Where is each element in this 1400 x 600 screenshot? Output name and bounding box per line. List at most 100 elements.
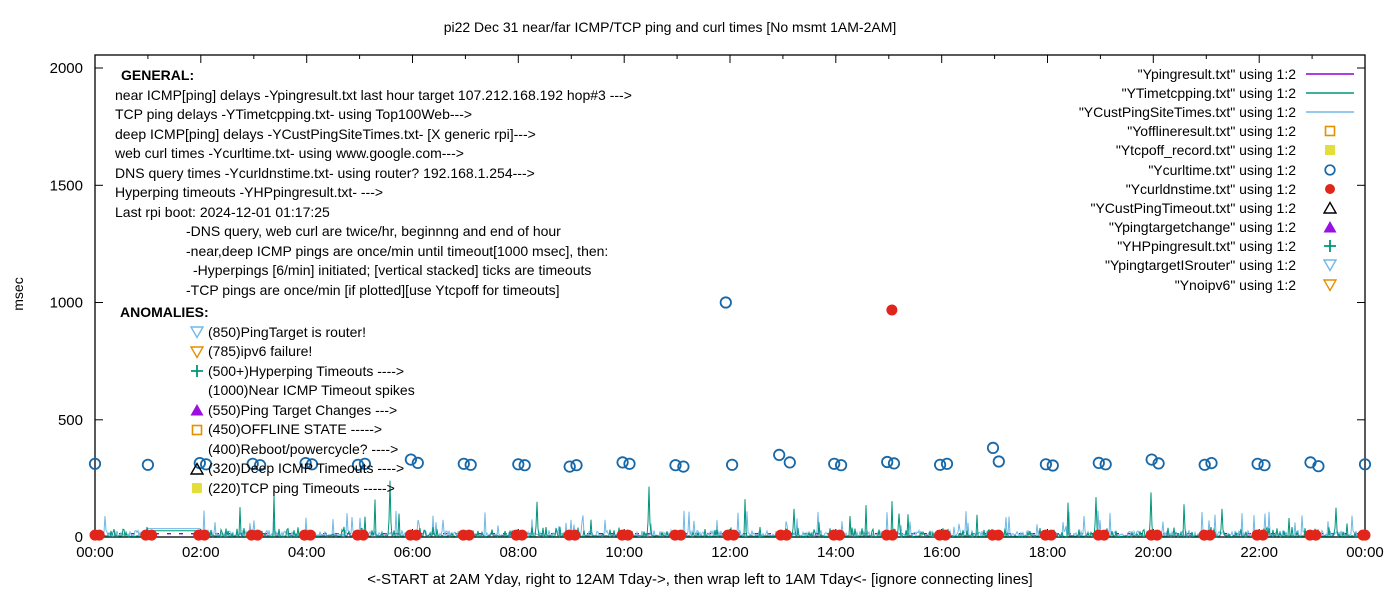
legend-row: "YpingtargetISrouter" using 1:2 [1079,256,1358,275]
anomaly-text: (220)TCP ping Timeouts -----> [208,479,395,496]
line-sample-icon [1306,111,1354,113]
anomaly-line: (500+)Hyperping Timeouts ----> [120,362,415,382]
x-tick-label: 10:00 [605,544,643,561]
anomaly-marker [190,481,208,495]
legend-sample [1302,200,1358,215]
anomaly-line: (1000)Near ICMP Timeout spikes [120,381,415,401]
open-triangle-icon [1323,200,1337,214]
legend-label: "Ypingresult.txt" using 1:2 [1137,65,1296,82]
general-line: Last rpi boot: 2024-12-01 01:17:25 [115,203,330,220]
legend-sample [1302,278,1358,292]
anomaly-line: (850)PingTarget is router! [120,323,415,343]
anomaly-marker [190,364,208,378]
anomalies-heading: ANOMALIES: [120,304,209,320]
general-line: TCP ping delays -YTimetcpping.txt- using… [115,106,473,122]
legend-label: "YHPpingresult.txt" using 1:2 [1117,238,1296,255]
x-tick-label: 20:00 [1135,544,1173,561]
x-tick-label: 00:00 [1346,544,1384,561]
anomaly-marker [190,345,208,359]
open-square-icon [1324,125,1336,137]
legend-row: "Yofflineresult.txt" using 1:2 [1079,122,1358,141]
general-line: web curl times -Ycurltime.txt- using www… [115,145,464,161]
general-heading: GENERAL: [121,67,195,83]
legend-sample [1302,143,1358,157]
legend-sample [1302,239,1358,253]
legend-label: "YCustPingTimeout.txt" using 1:2 [1090,199,1296,216]
legend-label: "Yofflineresult.txt" using 1:2 [1127,123,1296,140]
anomaly-text: (850)PingTarget is router! [208,323,366,340]
x-tick-label: 08:00 [500,544,538,561]
anomaly-marker [190,325,208,340]
x-axis-label: <-START at 2AM Yday, right to 12AM Tday-… [367,571,1033,588]
legend-row: "Ynoipv6" using 1:2 [1079,275,1358,294]
legend-sample [1302,124,1358,138]
legend-label: "Ypingtargetchange" using 1:2 [1108,219,1296,236]
x-tick-label: 16:00 [923,544,961,561]
general-line: -Hyperpings [6/min] initiated; [vertical… [193,262,592,278]
general-line: deep ICMP[ping] delays -YCustPingSiteTim… [115,125,536,142]
anomaly-text: (400)Reboot/powercycle? ----> [208,440,399,457]
general-text-block: GENERAL: near ICMP[ping] delays -Ypingre… [115,66,632,300]
y-tick-label: 2000 [50,60,83,77]
open-down-triangle-icon [190,346,204,359]
legend-row: "YCustPingSiteTimes.txt" using 1:2 [1079,102,1358,121]
anomaly-text: (1000)Near ICMP Timeout spikes [208,382,415,398]
legend-row: "YHPpingresult.txt" using 1:2 [1079,237,1358,256]
anomaly-text: (450)OFFLINE STATE -----> [208,421,383,437]
legend-row: "Ypingresult.txt" using 1:2 [1079,64,1358,83]
legend-label: "Ynoipv6" using 1:2 [1174,276,1296,293]
x-tick-label: 18:00 [1029,544,1067,561]
general-line: -near,deep ICMP pings are once/min until… [186,242,609,259]
legend-row: "Ypingtargetchange" using 1:2 [1079,218,1358,237]
x-tick-label: 04:00 [288,544,326,561]
y-tick-label: 500 [58,412,83,429]
legend-label: "YpingtargetISrouter" using 1:2 [1104,257,1296,274]
legend-sample [1302,258,1358,273]
anomaly-line: (450)OFFLINE STATE -----> [120,420,415,440]
legend-sample [1302,220,1358,234]
legend-label: "YCustPingSiteTimes.txt" using 1:2 [1078,103,1296,120]
open-square-icon [191,424,203,436]
general-line: -DNS query, web curl are twice/hr, begin… [186,223,561,239]
legend-row: "Ycurltime.txt" using 1:2 [1079,160,1358,179]
legend-sample [1302,105,1358,119]
legend-row: "YCustPingTimeout.txt" using 1:2 [1079,198,1358,217]
general-line: near ICMP[ping] delays -Ypingresult.txt … [115,86,632,103]
x-tick-label: 06:00 [394,544,432,561]
filled-triangle-icon [190,404,204,416]
anomalies-text-block: ANOMALIES: (850)PingTarget is router! (78… [120,303,415,498]
legend-row: "YTimetcpping.txt" using 1:2 [1079,83,1358,102]
open-circle-icon [1324,163,1336,176]
anomaly-line: (220)TCP ping Timeouts -----> [120,479,415,499]
y-tick-label: 1500 [50,177,83,194]
open-down-triangle-icon [1323,278,1337,292]
anomaly-text: (500+)Hyperping Timeouts ----> [208,362,405,379]
legend: "Ypingresult.txt" using 1:2 "YTimetcpping… [1079,64,1358,294]
legend-sample [1302,67,1358,81]
legend-label: "Ytcpoff_record.txt" using 1:2 [1115,142,1296,159]
filled-square-icon [192,483,202,494]
legend-row: "Ycurldnstime.txt" using 1:2 [1079,179,1358,198]
legend-label: "YTimetcpping.txt" using 1:2 [1121,84,1296,101]
anomaly-line: (550)Ping Target Changes ---> [120,401,415,421]
line-sample-icon [1306,91,1354,94]
anomaly-marker [190,403,208,417]
anomaly-line: (785)ipv6 failure! [120,342,415,362]
open-triangle-icon [190,461,204,475]
plus-icon [1324,240,1336,253]
general-line: Hyperping timeouts -YHPpingresult.txt- -… [115,184,384,200]
open-down-triangle-icon [190,326,204,340]
filled-circle-icon [1325,183,1335,194]
filled-triangle-icon [1323,221,1337,233]
x-tick-label: 14:00 [817,544,855,561]
legend-sample [1302,182,1358,196]
x-tick-label: 12:00 [711,544,749,561]
x-tick-label: 02:00 [182,544,220,561]
plus-icon [191,365,203,378]
filled-square-icon [1325,145,1335,156]
x-tick-label: 00:00 [76,544,114,561]
chart-title: pi22 Dec 31 near/far ICMP/TCP ping and c… [443,19,897,35]
legend-sample [1302,163,1358,177]
